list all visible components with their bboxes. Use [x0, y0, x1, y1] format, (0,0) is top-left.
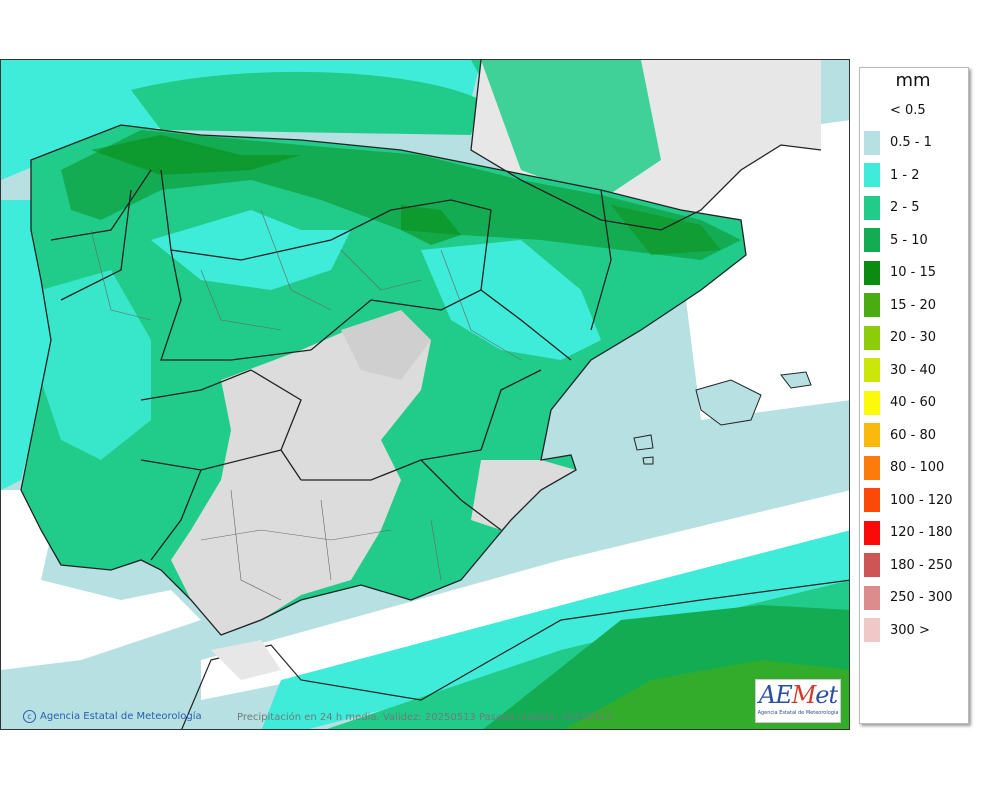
- rain-light-portugal: [41, 270, 151, 460]
- legend-swatch: [864, 423, 880, 447]
- legend-swatch: [864, 488, 880, 512]
- precipitation-legend: mm < 0.5 0.5 - 1 1 - 2 2 - 5 5 - 10 10 - 15 15…: [859, 67, 969, 724]
- legend-unit: mm: [895, 70, 931, 91]
- precipitation-map: c Agencia Estatal de Meteorología Precip…: [0, 59, 850, 730]
- dry-alboran-band: [201, 490, 849, 700]
- legend-label: 60 - 80: [890, 427, 937, 443]
- logo-wordmark: AEMet: [758, 681, 838, 709]
- legend-item: 300 >: [864, 618, 930, 642]
- legend-label: 180 - 250: [890, 557, 953, 573]
- legend-label: < 0.5: [890, 102, 926, 118]
- legend-label: 300 >: [890, 622, 930, 638]
- legend-label: 10 - 15: [890, 265, 937, 280]
- legend-item: 40 - 60: [864, 390, 937, 415]
- island-mallorca: [695, 379, 762, 426]
- legend-item: 15 - 20: [864, 293, 936, 317]
- aemet-logo: AEMet Agencia Estatal de Meteorología: [755, 679, 841, 723]
- legend-item: 20 - 30: [864, 325, 937, 350]
- sea-band-cantabric: [131, 71, 481, 135]
- sea-band-south: [261, 530, 849, 729]
- legend-label: 250 - 300: [890, 590, 953, 605]
- legend-swatch: [864, 520, 880, 545]
- legend-item: 5 - 10: [864, 228, 928, 252]
- copyright-credit: c Agencia Estatal de Meteorología: [23, 710, 202, 723]
- region-borders: [50, 169, 612, 561]
- legend-swatch: [864, 455, 880, 480]
- legend-label: 0.5 - 1: [890, 135, 932, 150]
- legend-label: 100 - 120: [890, 492, 953, 508]
- coast-france: [470, 60, 822, 231]
- island-menorca: [780, 371, 812, 389]
- legend-swatch: [864, 325, 880, 350]
- legend-swatch: [864, 585, 880, 610]
- map-caption: Precipitación en 24 h media. Validez: 20…: [237, 712, 613, 723]
- coast-africa: [181, 579, 849, 729]
- logo-subtitle: Agencia Estatal de Meteorología: [757, 710, 839, 716]
- legend-item: < 0.5: [864, 98, 926, 122]
- legend-label: 1 - 2: [890, 167, 920, 183]
- legend-swatch: [864, 228, 880, 252]
- legend-item: 0.5 - 1: [864, 130, 932, 155]
- legend-swatch: [864, 293, 880, 317]
- legend-item: 250 - 300: [864, 585, 953, 610]
- legend-swatch: [864, 130, 880, 155]
- province-borders: [90, 209, 522, 601]
- legend-item: 120 - 180: [864, 520, 953, 545]
- legend-swatch: [864, 163, 880, 187]
- credit-text: Agencia Estatal de Meteorología: [40, 711, 202, 722]
- legend-label: 120 - 180: [890, 525, 953, 540]
- france-rain: [481, 60, 661, 200]
- legend-label: 2 - 5: [890, 200, 920, 215]
- rain-core-basque: [401, 205, 461, 245]
- legend-label: 20 - 30: [890, 330, 937, 345]
- legend-label: 30 - 40: [890, 362, 937, 378]
- legend-item: 1 - 2: [864, 163, 920, 187]
- legend-label: 5 - 10: [890, 232, 928, 248]
- legend-swatch: [864, 358, 880, 382]
- legend-swatch: [864, 553, 880, 577]
- dry-central-highlands: [341, 310, 431, 380]
- rain-light-ebro: [421, 240, 601, 360]
- coast-iberia: [20, 124, 747, 636]
- legend-swatch: [864, 98, 880, 122]
- legend-swatch: [864, 260, 880, 285]
- legend-item: 100 - 120: [864, 488, 953, 512]
- legend-item: 80 - 100: [864, 455, 945, 480]
- legend-label: 80 - 100: [890, 460, 945, 475]
- legend-label: 15 - 20: [890, 297, 937, 313]
- copyright-icon: c: [23, 710, 36, 723]
- legend-label: 40 - 60: [890, 395, 937, 410]
- legend-swatch: [864, 618, 880, 642]
- legend-item: 2 - 5: [864, 195, 920, 220]
- sea-band-atlantic: [1, 200, 51, 490]
- legend-swatch: [864, 195, 880, 220]
- dry-southeast: [471, 460, 576, 530]
- map-canvas: [1, 60, 849, 729]
- rain-core-pyrenees: [611, 205, 721, 255]
- legend-item: 30 - 40: [864, 358, 936, 382]
- dry-interior: [171, 320, 431, 635]
- rain-core-asturias: [91, 135, 301, 175]
- island-formentera: [642, 456, 654, 465]
- legend-item: 10 - 15: [864, 260, 937, 285]
- land-ceuta-tangier: [211, 640, 281, 680]
- legend-item: 180 - 250: [864, 553, 953, 577]
- island-ibiza: [633, 434, 654, 451]
- legend-item: 60 - 80: [864, 423, 936, 447]
- legend-swatch: [864, 390, 880, 415]
- dry-east-area: [681, 120, 849, 420]
